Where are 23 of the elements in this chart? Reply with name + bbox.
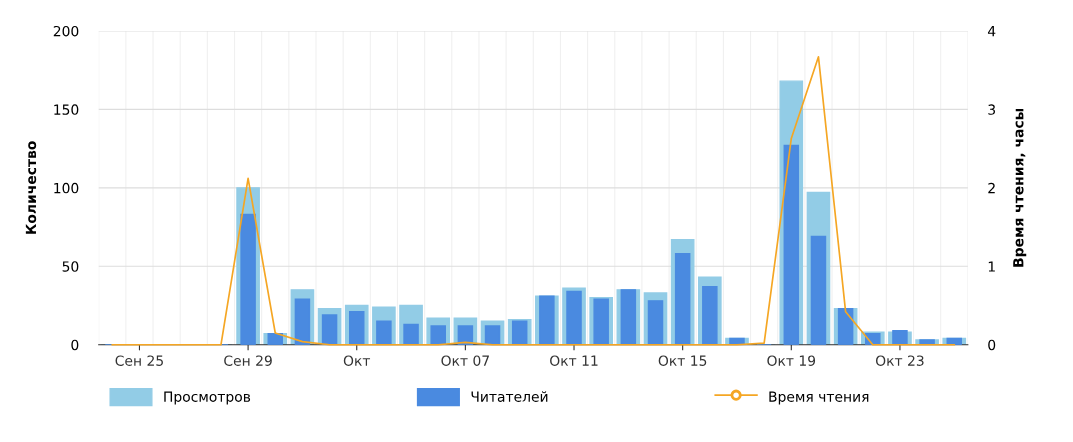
- y-tick-label: 100: [54, 182, 79, 194]
- x-tick-label: Окт 07: [441, 355, 489, 366]
- y-tick-label: 0: [71, 339, 79, 351]
- y-tick-label: 50: [62, 261, 79, 272]
- y2-tick-label: 4: [987, 26, 996, 37]
- x-tick-label: Окт 11: [550, 355, 598, 366]
- legend-label: Просмотров: [164, 391, 251, 405]
- x-tick-label: Окт 19: [767, 355, 816, 366]
- x-tick-label: Сен 25: [115, 355, 163, 366]
- y-axis-title: Количество: [25, 141, 37, 234]
- y2-tick-label: 1: [988, 261, 995, 272]
- x-tick-label: Окт 15: [658, 355, 707, 366]
- x-tick-label: Сен 29: [224, 355, 272, 366]
- legend-label: Читателей: [471, 391, 548, 402]
- legend-label: Время чтения: [769, 391, 869, 405]
- y2-tick-label: 3: [988, 104, 996, 115]
- y2-tick-label: 0: [988, 339, 996, 351]
- x-tick-label: Окт: [343, 355, 371, 366]
- y-tick-label: 200: [53, 25, 79, 37]
- y2-tick-label: 2: [988, 182, 995, 194]
- y2-axis-title: Время чтения, часы: [1013, 108, 1027, 267]
- x-tick-label: Окт 23: [875, 355, 924, 366]
- y-tick-label: 150: [54, 104, 79, 115]
